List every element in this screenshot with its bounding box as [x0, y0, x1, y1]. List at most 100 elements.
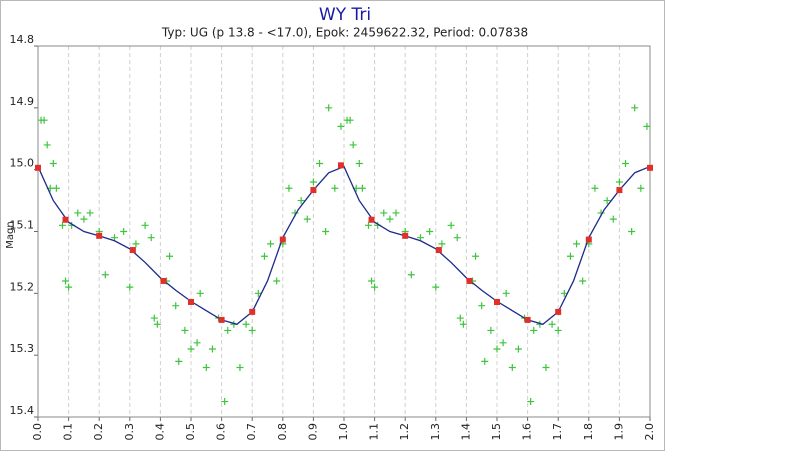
mean-point [62, 216, 69, 223]
x-tick-label: 1.7 [551, 423, 564, 441]
observation-point [322, 228, 330, 235]
mean-point [160, 277, 167, 284]
mean-point [402, 232, 409, 239]
observation-point [392, 209, 400, 217]
x-tick-label: 0.9 [306, 423, 319, 441]
observation-point [65, 283, 73, 291]
observation-point [260, 252, 268, 260]
plot-frame [37, 45, 651, 418]
observation-point [487, 326, 495, 334]
observation-point [355, 159, 363, 167]
observation-point [141, 221, 149, 229]
x-tick-label: 0.6 [215, 423, 228, 441]
observation-point [208, 345, 216, 353]
observation-point [248, 326, 256, 334]
observation-point [628, 228, 636, 235]
observation-point [346, 116, 354, 124]
y-tick-label: 15.3 [10, 342, 35, 355]
mean-point [555, 308, 562, 315]
observation-point [325, 104, 333, 112]
observation-point [153, 320, 161, 328]
mean-point [279, 236, 286, 243]
observation-point [438, 240, 446, 248]
observation-point [120, 228, 128, 235]
observation-point [560, 289, 568, 297]
observation-point [126, 283, 134, 291]
y-tick-label: 15.0 [10, 157, 35, 170]
observation-point [349, 141, 357, 149]
observation-point [417, 234, 424, 242]
observation-point [499, 339, 507, 347]
observation-point [40, 116, 48, 124]
observation-point [502, 289, 510, 297]
observation-point [236, 364, 244, 372]
x-tick-label: 0.0 [31, 423, 44, 441]
observation-point [364, 221, 372, 229]
observation-point [43, 141, 51, 149]
x-tick-label: 0.3 [123, 423, 136, 441]
chart-title: WY Tri [319, 5, 371, 25]
observation-point [316, 159, 324, 167]
mean-point [435, 247, 442, 254]
observation-point [493, 345, 501, 353]
y-tick-label: 15.4 [10, 404, 35, 417]
chart-subtitle: Typ: UG (p 13.8 - <17.0), Epok: 2459622.… [161, 26, 528, 40]
observation-point [172, 302, 180, 310]
mean-point [466, 277, 473, 284]
observation-point [242, 320, 250, 328]
observation-point [254, 289, 262, 297]
observation-point [472, 252, 480, 260]
x-tick-label: 1.2 [398, 423, 411, 441]
observation-point [175, 357, 183, 365]
observation-point [447, 221, 455, 229]
observation-point [548, 320, 556, 328]
observation-point [150, 314, 158, 322]
x-tick-label: 2.0 [643, 423, 656, 441]
y-tick-label: 14.8 [10, 33, 35, 46]
observation-point [407, 271, 415, 279]
observation-point [267, 240, 275, 248]
mean-point [647, 164, 653, 171]
observation-point [622, 159, 630, 167]
mean-point [188, 298, 194, 305]
observation-point [80, 215, 88, 223]
observation-point [196, 289, 204, 297]
observation-point [101, 271, 109, 279]
observation-point [147, 234, 155, 242]
fit-line [37, 165, 651, 325]
x-tick-label: 1.9 [612, 423, 625, 441]
observation-point [530, 326, 538, 334]
observation-point [453, 234, 461, 242]
observation-point [615, 178, 623, 186]
observation-point [386, 215, 394, 223]
mean-point [585, 236, 592, 243]
x-tick-label: 0.5 [184, 423, 197, 441]
observation-point [603, 197, 611, 205]
mean-point [494, 298, 500, 305]
x-tick-label: 1.4 [459, 423, 472, 441]
observation-point [303, 215, 311, 223]
observation-point [631, 104, 639, 112]
observation-point [273, 277, 281, 285]
observation-point [285, 184, 293, 192]
x-tick-label: 0.4 [153, 423, 166, 441]
x-tick-label: 1.3 [429, 423, 442, 441]
x-tick-label: 0.7 [245, 423, 258, 441]
y-tick-label: 15.1 [10, 219, 35, 232]
observation-point [637, 184, 645, 192]
x-tick-label: 0.2 [92, 423, 105, 441]
observation-point [432, 283, 440, 291]
observation-point [49, 159, 57, 167]
observation-point [331, 184, 339, 192]
x-tick-label: 0.1 [62, 423, 75, 441]
mean-point [616, 187, 623, 194]
observation-point [58, 221, 66, 229]
observation-point [542, 364, 550, 372]
observation-point [478, 302, 486, 310]
observation-point [166, 252, 174, 260]
observation-point [481, 357, 489, 365]
x-tick-label: 1.0 [337, 423, 350, 441]
observation-point [579, 277, 587, 285]
